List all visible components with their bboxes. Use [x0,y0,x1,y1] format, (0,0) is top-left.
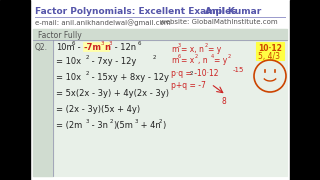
Text: -7m: -7m [84,43,102,52]
Text: 2: 2 [153,55,156,60]
Text: 6: 6 [178,54,181,59]
Text: = y: = y [208,45,221,54]
Text: )(5m: )(5m [113,121,133,130]
Text: 5, 4/3: 5, 4/3 [258,52,280,61]
Bar [83,42,109,51]
Text: = x: = x [181,56,194,65]
Text: 6: 6 [138,41,141,46]
Text: 2: 2 [86,55,90,60]
Text: 3: 3 [101,41,105,46]
Text: 2: 2 [205,43,208,48]
Text: = 5x(2x - 3y) + 4y(2x - 3y): = 5x(2x - 3y) + 4y(2x - 3y) [56,89,169,98]
Bar [256,42,284,60]
Text: ): ) [162,121,165,130]
Text: e-mail: anil.anikhandelwal@gmail.com: e-mail: anil.anikhandelwal@gmail.com [35,19,171,26]
Text: = 10x: = 10x [56,73,81,82]
Text: -15: -15 [233,67,244,73]
Text: Factor Fully: Factor Fully [38,31,82,40]
Text: 3: 3 [86,119,90,124]
Text: 2: 2 [195,54,198,59]
Text: 3: 3 [109,41,113,46]
Text: n: n [104,43,110,52]
Text: 6: 6 [72,41,76,46]
Text: 2: 2 [110,119,114,124]
Text: = (2m: = (2m [56,121,82,130]
Text: - 15xy + 8xy - 12y: - 15xy + 8xy - 12y [89,73,169,82]
Text: Anil Kumar: Anil Kumar [205,7,261,16]
Bar [30,0,290,180]
Text: Q2.: Q2. [35,43,48,52]
Text: + 4n: + 4n [138,121,161,130]
Text: m: m [171,45,178,54]
Text: - 12n: - 12n [112,43,136,52]
Text: = (2x - 3y)(5x + 4y): = (2x - 3y)(5x + 4y) [56,105,140,114]
Bar [33,40,53,176]
Text: 2: 2 [190,71,194,76]
Text: , n: , n [198,56,208,65]
Bar [33,29,287,40]
Text: = x, n: = x, n [181,45,204,54]
Bar [290,0,320,180]
Text: p+q = -7: p+q = -7 [171,81,206,90]
Text: 4: 4 [211,54,214,59]
Text: m: m [171,56,178,65]
Text: = y: = y [214,56,227,65]
Text: 10·12: 10·12 [258,44,282,53]
Text: website: GlobalMathInstitute.com: website: GlobalMathInstitute.com [160,19,278,25]
Text: - 7xy - 12y: - 7xy - 12y [89,57,136,66]
Text: p·q = -10·12: p·q = -10·12 [171,69,219,78]
Text: 8: 8 [221,97,226,106]
Bar [0,0,30,180]
Text: 2: 2 [86,71,90,76]
Text: 2: 2 [159,119,163,124]
Text: Factor Polynomials: Excellent Examples: Factor Polynomials: Excellent Examples [35,7,236,16]
Text: 10m: 10m [56,43,75,52]
Bar [33,29,287,176]
Text: - 3n: - 3n [89,121,108,130]
Text: 2: 2 [228,54,231,59]
Text: -: - [75,43,83,52]
Text: 3: 3 [135,119,139,124]
Text: = 10x: = 10x [56,57,81,66]
Text: 3: 3 [178,43,181,48]
